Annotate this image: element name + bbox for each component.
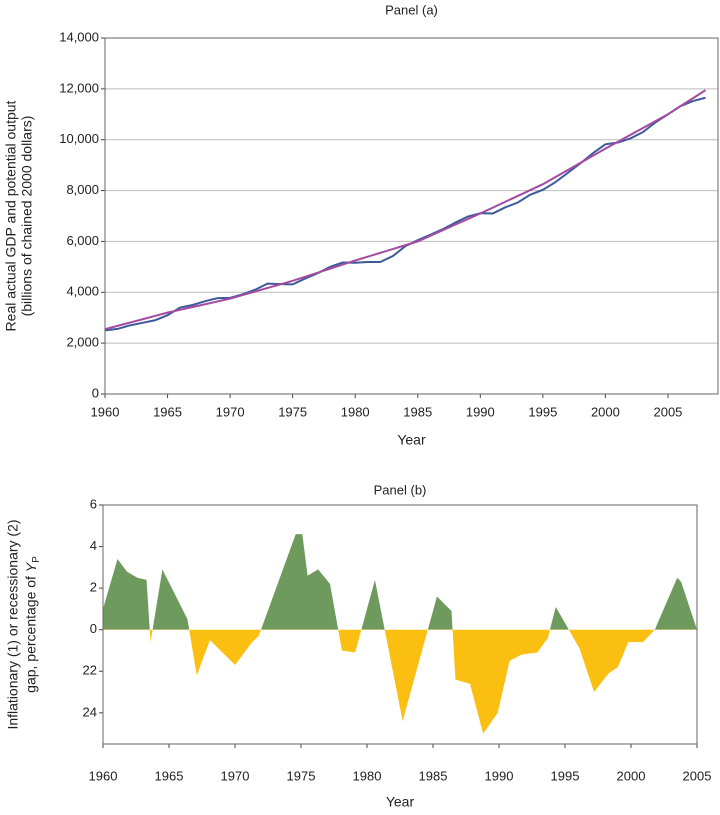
x-axis-label: Year <box>386 794 415 810</box>
y-tick-label: 14,000 <box>59 29 99 44</box>
x-tick-label: 1970 <box>221 768 250 783</box>
x-tick-label: 1990 <box>485 768 514 783</box>
y-tick-label: 24 <box>83 704 97 719</box>
x-tick-label: 1960 <box>91 404 120 419</box>
x-tick-label: 1965 <box>155 768 184 783</box>
x-tick-label: 1990 <box>466 404 495 419</box>
x-tick-label: 2005 <box>683 768 712 783</box>
y-tick-label: 2 <box>90 580 97 595</box>
y-tick-label: 22 <box>83 663 97 678</box>
x-tick-label: 1995 <box>528 404 557 419</box>
y-tick-label: 6 <box>90 496 97 511</box>
y-axis-label-sub: P <box>31 556 42 563</box>
gap-area <box>103 534 697 734</box>
x-tick-label: 1975 <box>278 404 307 419</box>
y-axis-label: Real actual GDP and potential output <box>3 100 19 331</box>
panel-title: Panel (b) <box>374 482 427 497</box>
y-tick-label: 4,000 <box>66 284 99 299</box>
plot-frame <box>104 37 719 395</box>
plot-frame <box>102 504 698 745</box>
y-axis-label: Inflationary (1) or recessionary (2) <box>5 519 21 729</box>
y-tick-label: 0 <box>92 385 99 400</box>
x-tick-label: 2000 <box>591 404 620 419</box>
y-tick-label: 12,000 <box>59 80 99 95</box>
y-tick-label: 2,000 <box>66 335 99 350</box>
y-tick-label: 10,000 <box>59 131 99 146</box>
y-tick-label: 4 <box>90 538 97 553</box>
x-tick-label: 1985 <box>419 768 448 783</box>
x-tick-label: 1960 <box>89 768 118 783</box>
x-axis-label: Year <box>397 432 426 448</box>
x-tick-label: 2000 <box>617 768 646 783</box>
y-tick-label: 6,000 <box>66 233 99 248</box>
panel-title: Panel (a) <box>385 2 438 17</box>
y-axis-label-var: Y <box>23 561 39 572</box>
x-tick-label: 1970 <box>216 404 245 419</box>
series-line <box>104 96 706 332</box>
x-tick-label: 1995 <box>551 768 580 783</box>
x-tick-label: 1980 <box>341 404 370 419</box>
x-tick-label: 1980 <box>353 768 382 783</box>
x-tick-label: 1965 <box>153 404 182 419</box>
x-tick-label: 2005 <box>653 404 682 419</box>
y-axis-label: (billions of chained 2000 dollars) <box>19 116 35 317</box>
x-tick-label: 1975 <box>287 768 316 783</box>
series-line <box>104 89 707 331</box>
y-axis-label: gap, percentage of YP <box>23 556 42 693</box>
y-tick-label: 8,000 <box>66 182 99 197</box>
y-tick-label: 0 <box>90 621 97 636</box>
x-tick-label: 1985 <box>403 404 432 419</box>
